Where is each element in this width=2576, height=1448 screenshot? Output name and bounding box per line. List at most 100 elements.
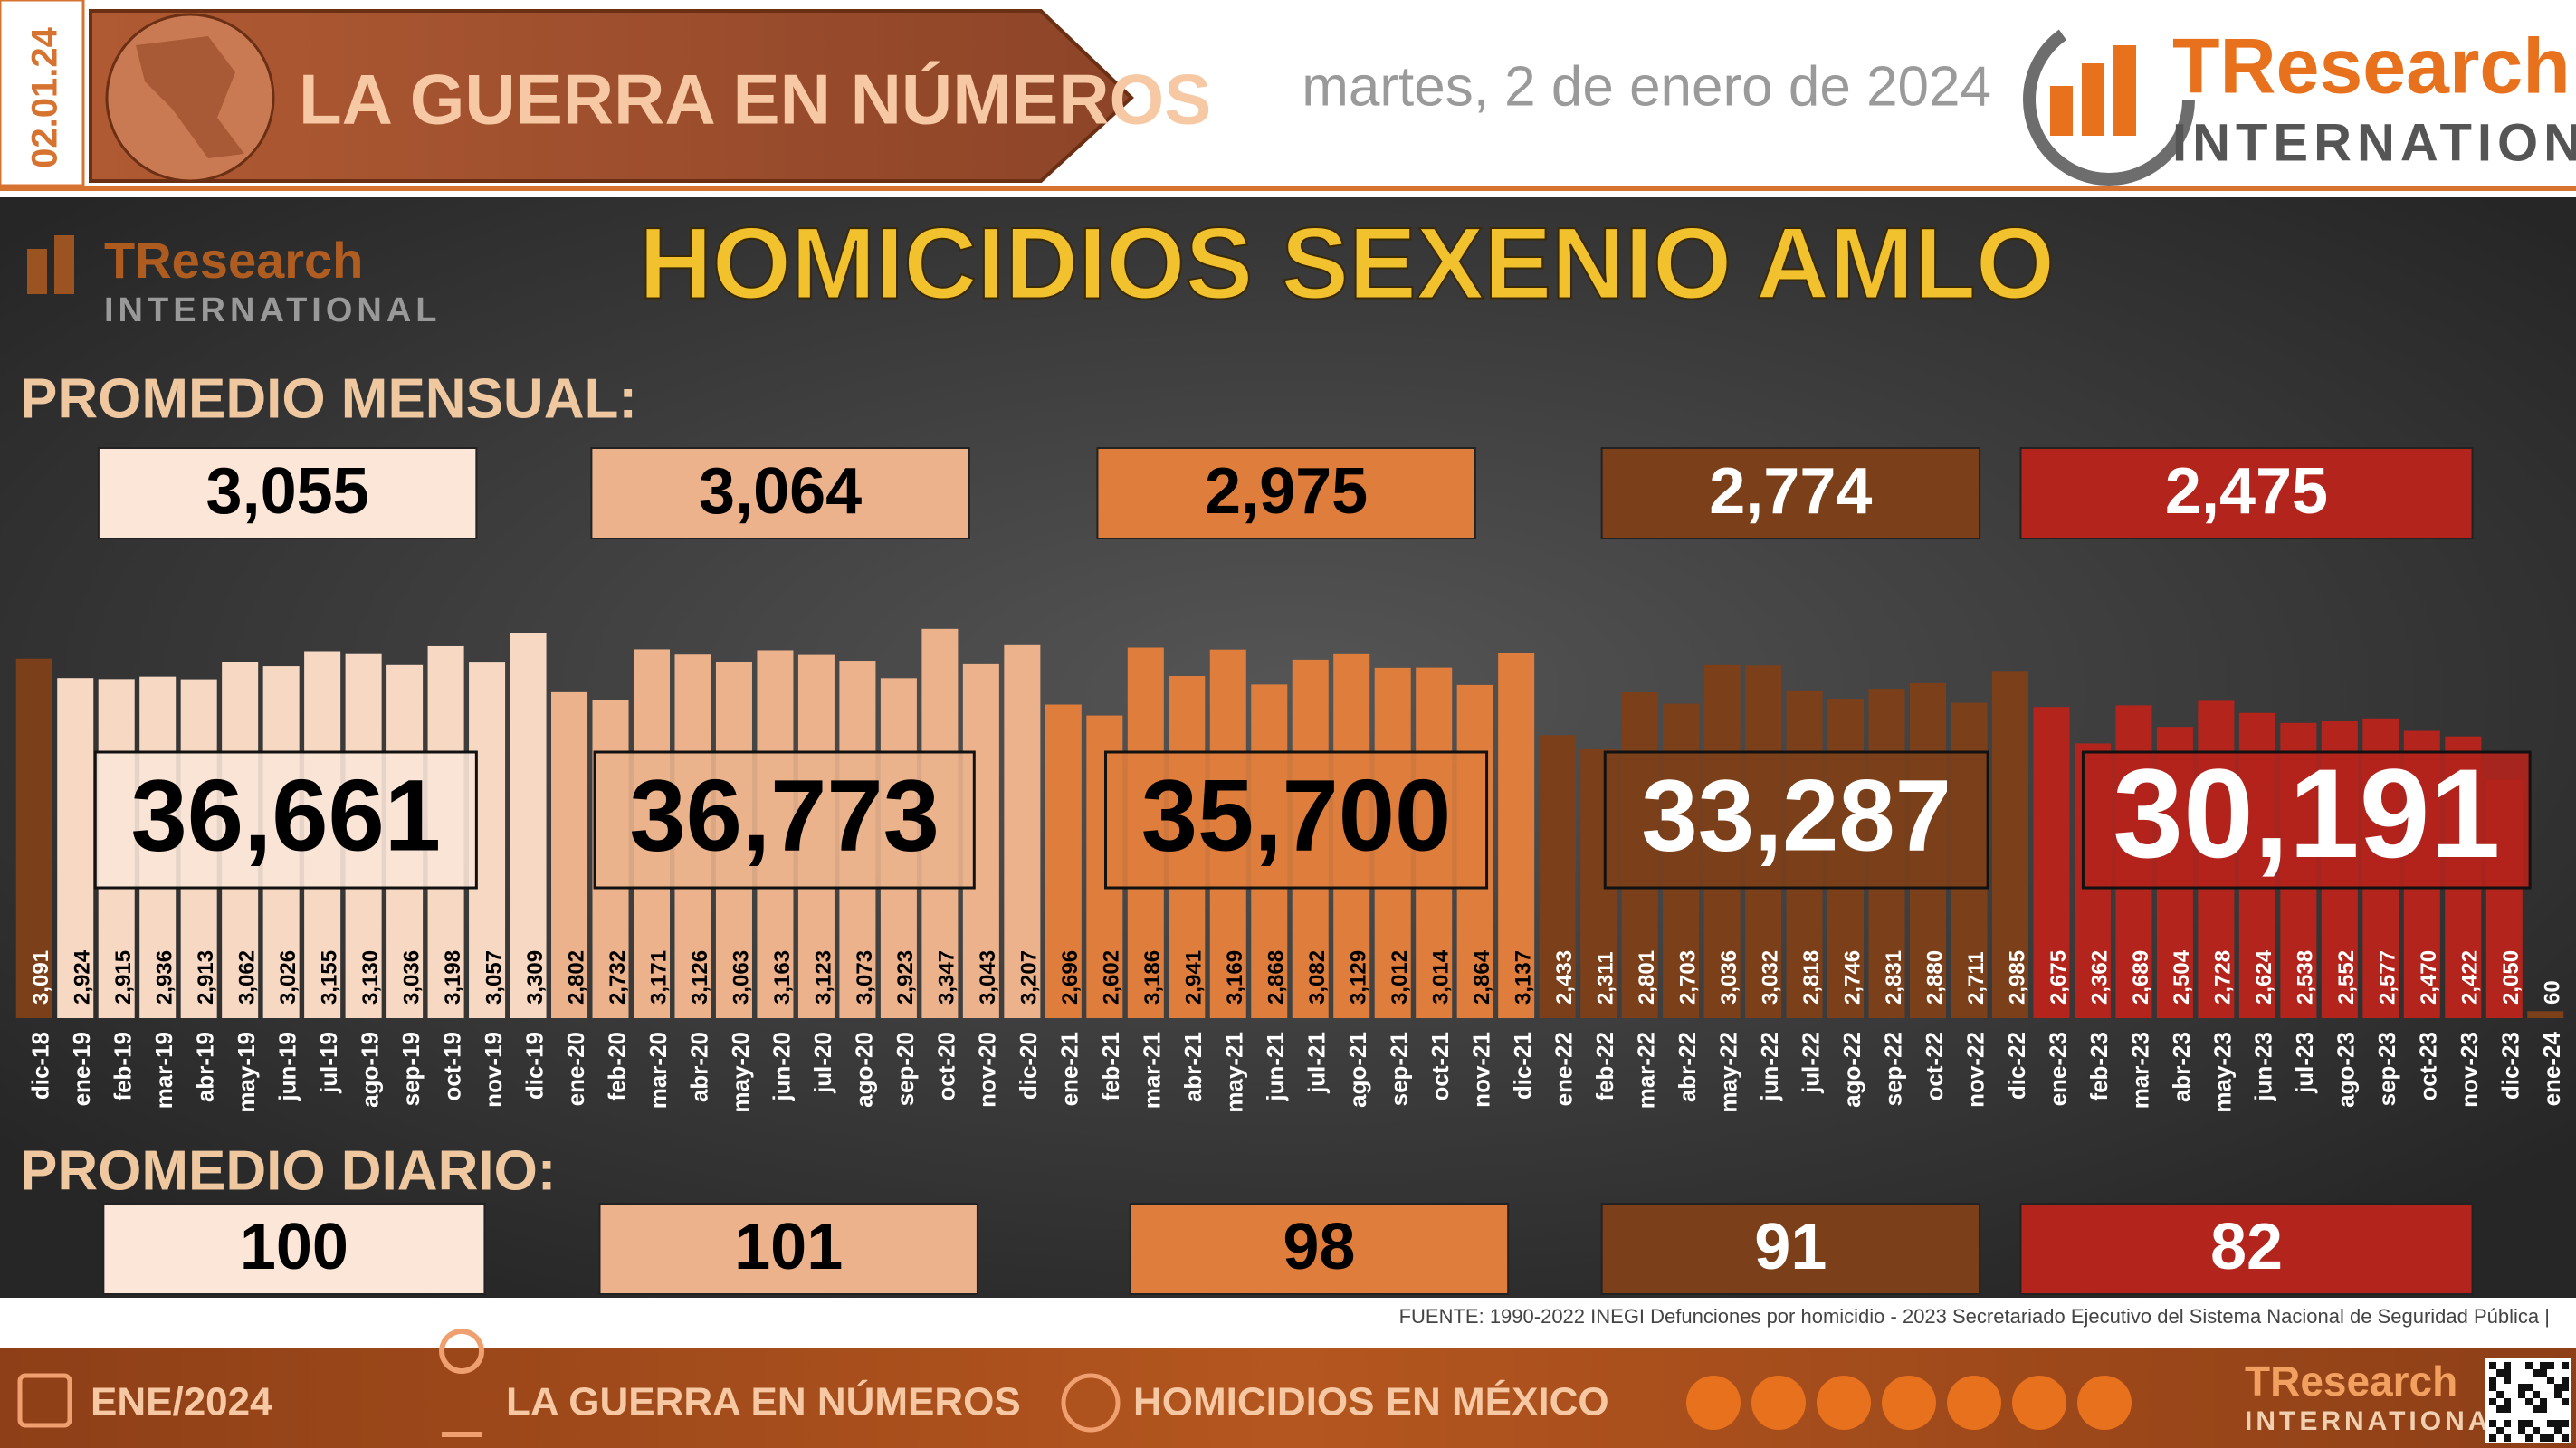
qr-cell (2496, 1369, 2504, 1377)
qr-cell (2540, 1362, 2547, 1369)
qr-cell (2547, 1420, 2554, 1427)
annual-box (1603, 750, 1989, 890)
x-tick-label: feb-22 (1591, 1032, 1618, 1101)
x-tick-label: nov-22 (1961, 1032, 1989, 1108)
x-tick-label: sep-22 (1879, 1032, 1906, 1106)
daily-box (598, 1203, 978, 1295)
calendar-icon (17, 1373, 72, 1428)
value-label: 2,362 (2087, 950, 2112, 1005)
x-tick-label: dic-18 (27, 1032, 54, 1100)
qr-cell (2489, 1384, 2496, 1391)
value-label: 2,802 (564, 950, 588, 1005)
value-label: 2,728 (2211, 950, 2236, 1005)
value-label: 2,915 (111, 950, 136, 1005)
qr-cell (2525, 1362, 2533, 1369)
mail-icon[interactable] (1817, 1376, 1871, 1430)
qr-cell (2554, 1384, 2562, 1391)
monthly-avg: 3,055 (206, 455, 369, 528)
value-label: 2,818 (1799, 950, 1824, 1005)
daily-box (1129, 1203, 1510, 1295)
x-tick-label: mar-20 (644, 1032, 672, 1109)
value-label: 3,014 (1429, 949, 1454, 1005)
facebook-icon[interactable] (1947, 1376, 2001, 1430)
daily-avg: 82 (2210, 1211, 2283, 1283)
logo-bar (2082, 63, 2104, 136)
twitter-icon[interactable] (1882, 1376, 1936, 1430)
x-tick-label: may-19 (233, 1032, 260, 1113)
monthly-avg: 2,475 (2165, 455, 2328, 528)
bar (1539, 735, 1576, 1018)
x-tick-label: mar-21 (1139, 1032, 1166, 1109)
monthly-avg: 2,975 (1205, 455, 1368, 528)
x-tick-label: abr-21 (1179, 1032, 1207, 1102)
value-label: 3,123 (811, 950, 835, 1005)
qr-cell (2554, 1391, 2562, 1398)
logo-brand: TResearch (104, 232, 363, 289)
x-tick-label: feb-20 (603, 1032, 630, 1101)
value-label: 3,169 (1223, 950, 1247, 1005)
annual-box (593, 750, 976, 890)
x-tick-label: dic-22 (2003, 1032, 2030, 1100)
x-tick-label: may-20 (727, 1032, 754, 1113)
x-tick-label: feb-23 (2085, 1032, 2113, 1101)
value-label: 2,831 (1882, 950, 1906, 1005)
x-tick-label: jul-19 (315, 1032, 342, 1094)
x-tick-label: jun-19 (274, 1032, 301, 1102)
monthly-box (590, 447, 970, 539)
x-tick-label: abr-19 (192, 1032, 219, 1102)
logo-bar (54, 235, 74, 294)
value-label: 3,171 (646, 950, 671, 1005)
x-tick-label: abr-20 (685, 1032, 712, 1102)
location-icon (439, 1329, 485, 1437)
monthly-box (1600, 447, 1981, 539)
x-tick-label: oct-21 (1426, 1032, 1454, 1101)
x-tick-label: ene-24 (2538, 1031, 2565, 1106)
banner (89, 9, 1134, 183)
x-tick-label: may-21 (1221, 1032, 1248, 1113)
qr-cell (2533, 1405, 2540, 1413)
web-icon[interactable] (1686, 1376, 1741, 1430)
x-tick-label: ene-19 (68, 1032, 95, 1106)
qr-cell (2504, 1434, 2511, 1442)
x-tick-label: jul-23 (2291, 1032, 2318, 1094)
x-tick-label: sep-20 (892, 1032, 919, 1106)
qr-cell (2518, 1420, 2525, 1427)
value-label: 2,703 (1675, 950, 1700, 1005)
value-label: 3,186 (1140, 950, 1165, 1005)
header-date: martes, 2 de enero de 2024 (1302, 55, 1991, 118)
x-tick-label: nov-19 (480, 1032, 507, 1108)
x-tick-label: feb-19 (110, 1032, 137, 1101)
linkedin-icon[interactable] (2012, 1376, 2066, 1430)
annual-box (93, 750, 478, 890)
qr-cell (2489, 1377, 2496, 1384)
qr-cell (2504, 1405, 2511, 1413)
footer-item: HOMICIDIOS EN MÉXICO (1133, 1379, 1609, 1424)
qr-cell (2554, 1420, 2562, 1427)
x-tick-label: jul-22 (1797, 1032, 1824, 1094)
phone-icon[interactable] (1751, 1376, 1806, 1430)
x-tick-label: jun-23 (2250, 1032, 2277, 1102)
value-label: 2,422 (2458, 950, 2483, 1005)
logo-bar (2113, 45, 2136, 136)
value-label: 2,470 (2417, 950, 2441, 1005)
annual-total: 33,287 (1641, 759, 1951, 872)
bar (15, 658, 52, 1018)
qr-cell (2518, 1384, 2525, 1391)
daily-avg: 91 (1754, 1211, 1827, 1283)
value-label: 2,552 (2334, 950, 2359, 1005)
qr-cell (2533, 1369, 2540, 1377)
x-tick-label: nov-21 (1468, 1032, 1495, 1108)
x-tick-label: oct-22 (1921, 1032, 1948, 1101)
header-rule (0, 186, 2576, 191)
bar (551, 691, 588, 1018)
bar (1498, 653, 1535, 1018)
value-label: 2,746 (1840, 950, 1865, 1005)
value-label: 2,880 (1922, 950, 1947, 1005)
value-label: 2,675 (2046, 950, 2071, 1005)
youtube-icon[interactable] (2077, 1376, 2132, 1430)
x-tick-label: abr-23 (2168, 1032, 2195, 1102)
footer-item: LA GUERRA EN NÚMEROS (506, 1379, 1021, 1424)
qr-cell (2547, 1377, 2554, 1384)
x-tick-label: nov-23 (2456, 1032, 2483, 1108)
